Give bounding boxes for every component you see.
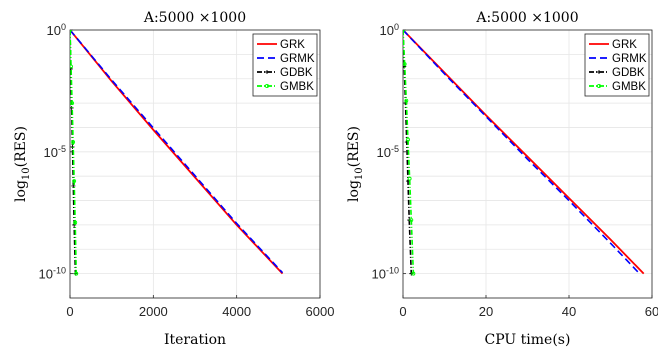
data-point	[403, 62, 407, 67]
x-tick-label: 60	[645, 304, 658, 319]
x-tick-label: 4000	[222, 304, 251, 319]
legend-marker	[264, 83, 270, 89]
chart-title: A:5000 ×1000	[475, 10, 578, 26]
series-gmbk	[403, 30, 416, 276]
legend-label-gmbk: GMBK	[280, 81, 314, 93]
data-point	[71, 183, 76, 188]
chart-title: A:5000 ×1000	[143, 10, 246, 26]
series-line-gmbk	[70, 30, 78, 274]
data-point	[409, 218, 414, 222]
data-point	[407, 176, 412, 181]
series-line-grmk	[70, 30, 284, 274]
series-line-gmbk	[403, 30, 415, 274]
x-tick-label: 40	[562, 304, 576, 319]
x-axis-label: CPU time(s)	[485, 332, 571, 348]
y-tick-label: 10-10	[372, 266, 399, 282]
series-grmk	[70, 30, 284, 274]
legend-label-gdbk: GDBK	[612, 67, 645, 79]
legend-label-grk: GRK	[612, 39, 637, 51]
data-point	[70, 64, 73, 69]
y-tick-label: 10-5	[377, 144, 399, 160]
x-tick-label: 2000	[139, 304, 168, 319]
data-point	[406, 137, 410, 142]
series-line-grmk	[403, 30, 641, 275]
data-point	[73, 220, 78, 225]
data-point	[70, 101, 75, 106]
y-axis-label: log10(RES)	[13, 126, 32, 202]
legend-label-gdbk: GDBK	[280, 67, 313, 79]
legend-label-grmk: GRMK	[612, 53, 647, 65]
axes-box	[69, 29, 321, 299]
data-point	[71, 140, 76, 145]
x-tick-label: 6000	[306, 304, 335, 319]
y-axis-label: log10(RES)	[346, 126, 365, 202]
legend: GRK GRMK GDBK GMBK	[584, 33, 650, 97]
axes-box	[402, 29, 653, 299]
legend: GRK GRMK GDBK GMBK	[252, 33, 318, 97]
series-line-grk	[403, 30, 645, 275]
y-tick-label: 10-5	[44, 144, 66, 160]
chart-panel-2: 0 20 40 60 100 10-5 10-10 A:5000 ×1000 CPU time(…	[346, 10, 658, 348]
y-tick-label: 100	[380, 22, 399, 38]
legend-marker	[265, 70, 269, 74]
legend-marker	[597, 70, 601, 74]
legend-label-gmbk: GMBK	[612, 81, 646, 93]
legend-label-grk: GRK	[280, 39, 305, 51]
series-grmk	[403, 30, 641, 275]
data-point	[404, 98, 409, 103]
chart-panel-1: 0 2000 4000 6000 100 10-5 10-10 A:5000 ×1000 Ite…	[13, 10, 334, 348]
x-axis-label: Iteration	[164, 332, 226, 348]
x-tick-label: 20	[479, 304, 493, 319]
series-grk	[403, 30, 645, 275]
data-point	[74, 271, 79, 276]
x-tick-label: 0	[66, 304, 73, 319]
x-tick-label: 0	[399, 304, 406, 319]
legend-marker	[596, 83, 602, 89]
series-grk	[70, 30, 284, 275]
series-line-grk	[70, 30, 284, 275]
y-tick-label: 100	[47, 22, 66, 38]
y-tick-label: 10-10	[39, 266, 66, 282]
legend-label-grmk: GRMK	[280, 53, 315, 65]
data-point	[72, 179, 77, 184]
data-point	[411, 271, 416, 276]
series-gmbk	[70, 30, 79, 276]
